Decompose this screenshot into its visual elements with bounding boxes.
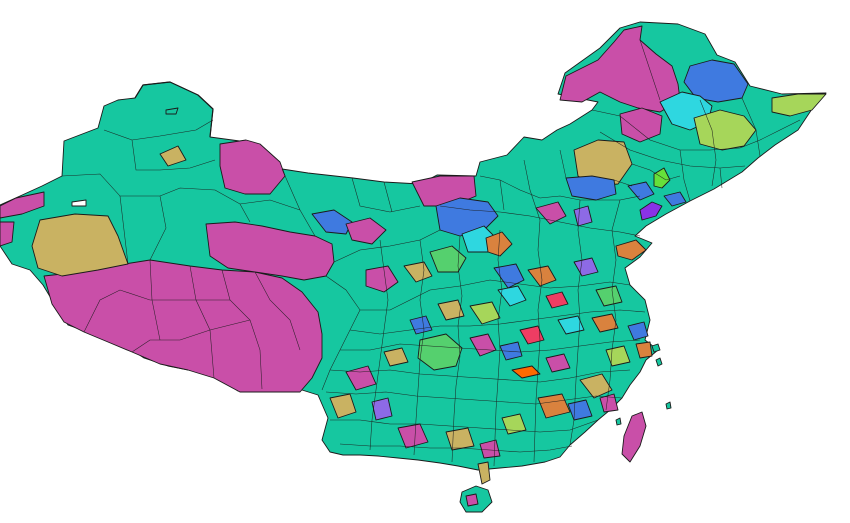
region-yunnan-khaki: [329, 393, 357, 419]
region-taiwan: [621, 411, 647, 463]
region-jiangxi-khaki: [579, 373, 613, 399]
region-jixi: [771, 93, 827, 117]
region-liaoning-blue: [565, 175, 617, 201]
region-central-cyan: [497, 285, 527, 307]
region-gansu-magenta-2: [345, 217, 387, 245]
region-guangdong-orange: [537, 393, 571, 419]
region-anhui-orange: [591, 313, 619, 333]
region-central-purple: [573, 257, 599, 277]
region-small-hole: [71, 199, 87, 207]
region-hunan-magenta: [545, 353, 571, 373]
region-central-khaki-2: [437, 299, 465, 321]
region-kashgar: [31, 213, 129, 277]
region-shandong-orange: [615, 239, 647, 261]
region-qinghai: [205, 221, 335, 281]
region-central-lime: [469, 301, 501, 325]
region-tibet-west: [43, 259, 323, 393]
region-central-red: [545, 291, 569, 309]
region-central-khaki: [403, 261, 433, 283]
region-central-magenta: [365, 265, 399, 293]
region-jilin-blue: [627, 181, 655, 201]
region-hulunbuir: [559, 25, 681, 113]
region-jiangsu-blue: [627, 321, 649, 341]
region-hunan-bright-orange: [511, 365, 541, 379]
region-small-lake: [165, 107, 179, 115]
region-central-blue: [493, 263, 525, 289]
region-chongqing-blue: [499, 341, 523, 361]
region-guizhou-khaki: [383, 347, 409, 367]
region-leizhou: [477, 461, 491, 485]
region-dalian-violet: [639, 201, 663, 221]
region-yunnan-magenta: [345, 365, 377, 391]
region-khaki-north: [159, 145, 187, 167]
region-hubei-cyan: [557, 315, 585, 335]
region-guangxi-magenta: [397, 423, 429, 449]
region-chongqing-red: [519, 325, 545, 345]
region-central-green-2: [595, 285, 623, 307]
region-northeast-blue-2: [663, 191, 687, 207]
region-sichuan-green: [417, 333, 463, 371]
region-bright-green: [653, 167, 671, 189]
region-guangdong-lime: [501, 413, 527, 435]
region-yunnan-purple: [371, 397, 393, 421]
region-far-west-magenta-2: [0, 221, 15, 247]
coastal-islands: [615, 343, 672, 426]
region-sichuan-magenta: [469, 333, 497, 357]
region-hainan-magenta: [465, 493, 479, 507]
region-northeast-magenta: [619, 107, 663, 143]
region-mudanjiang: [693, 109, 757, 151]
region-shanghai-orange: [635, 341, 653, 359]
boundary-lines: [61, 39, 801, 467]
region-north-xinjiang-outline: [134, 81, 214, 138]
region-central-green: [429, 245, 467, 273]
region-hebei-magenta: [535, 201, 567, 225]
region-fujian-magenta: [599, 393, 619, 413]
region-northwest-magenta: [219, 139, 286, 195]
region-far-west-magenta: [0, 191, 45, 219]
region-central-orange: [527, 265, 557, 287]
